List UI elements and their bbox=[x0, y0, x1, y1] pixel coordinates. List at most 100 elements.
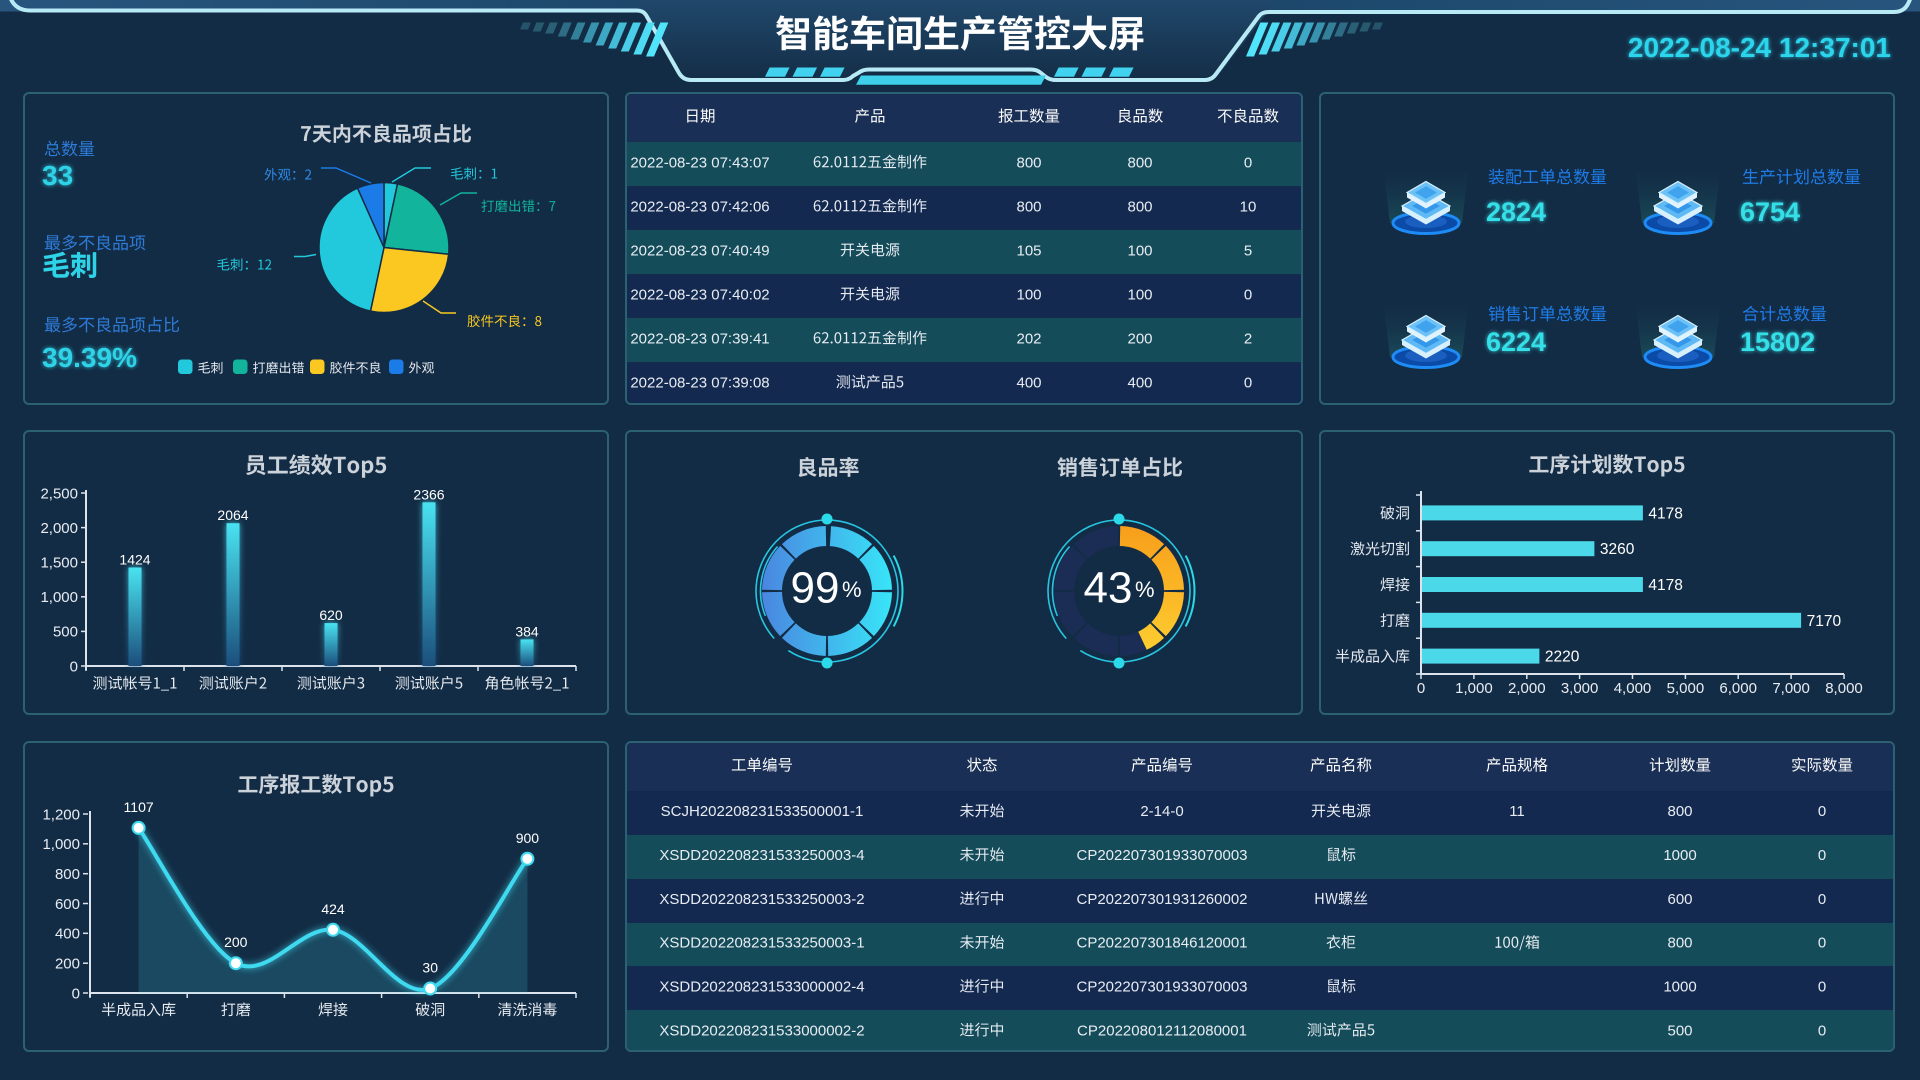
svg-text:384: 384 bbox=[515, 623, 539, 639]
svg-text:0: 0 bbox=[1818, 935, 1826, 952]
svg-text:100: 100 bbox=[1016, 286, 1041, 303]
svg-text:800: 800 bbox=[1667, 935, 1692, 952]
svg-text:1107: 1107 bbox=[124, 799, 154, 815]
svg-text:XSDD202208231533250003-2: XSDD202208231533250003-2 bbox=[659, 891, 864, 908]
svg-text:7,000: 7,000 bbox=[1772, 680, 1810, 697]
svg-text:2,000: 2,000 bbox=[1508, 680, 1546, 697]
svg-text:2: 2 bbox=[1244, 330, 1252, 347]
svg-text:0: 0 bbox=[1244, 286, 1252, 303]
svg-text:2064: 2064 bbox=[217, 507, 248, 523]
svg-text:2022-08-23 07:40:49: 2022-08-23 07:40:49 bbox=[630, 242, 769, 259]
svg-text:2220: 2220 bbox=[1545, 649, 1580, 666]
svg-text:1000: 1000 bbox=[1663, 979, 1696, 996]
svg-text:XSDD202208231533000002-4: XSDD202208231533000002-4 bbox=[659, 979, 864, 996]
svg-text:99: 99 bbox=[791, 564, 840, 613]
svg-text:SCJH202208231533500001-1: SCJH202208231533500001-1 bbox=[661, 803, 864, 820]
svg-text:800: 800 bbox=[1016, 154, 1041, 171]
svg-text:10: 10 bbox=[1240, 198, 1257, 215]
svg-text:2022-08-24 12:37:01: 2022-08-24 12:37:01 bbox=[1628, 32, 1891, 63]
svg-text:0: 0 bbox=[72, 985, 80, 1002]
svg-text:100: 100 bbox=[1127, 286, 1152, 303]
svg-text:0: 0 bbox=[70, 658, 78, 675]
svg-text:CP202207301931260002: CP202207301931260002 bbox=[1077, 891, 1248, 908]
svg-text:400: 400 bbox=[1127, 374, 1152, 391]
svg-text:6754: 6754 bbox=[1740, 197, 1800, 227]
svg-text:800: 800 bbox=[1127, 198, 1152, 215]
svg-text:CP202207301846120001: CP202207301846120001 bbox=[1077, 935, 1248, 952]
svg-text:39.39%: 39.39% bbox=[42, 342, 137, 373]
svg-text:2366: 2366 bbox=[413, 486, 444, 502]
svg-text:200: 200 bbox=[224, 934, 248, 950]
svg-text:%: % bbox=[842, 577, 862, 602]
svg-text:2824: 2824 bbox=[1486, 197, 1546, 227]
svg-text:CP202207301933070003: CP202207301933070003 bbox=[1077, 847, 1248, 864]
svg-text:0: 0 bbox=[1818, 891, 1826, 908]
svg-text:43: 43 bbox=[1084, 564, 1133, 613]
svg-text:CP202208012112080001: CP202208012112080001 bbox=[1077, 1022, 1247, 1039]
svg-text:2-14-0: 2-14-0 bbox=[1140, 803, 1183, 820]
svg-text:2022-08-23 07:39:08: 2022-08-23 07:39:08 bbox=[630, 374, 769, 391]
svg-text:11: 11 bbox=[1509, 803, 1525, 820]
svg-text:6224: 6224 bbox=[1486, 327, 1546, 357]
svg-text:0: 0 bbox=[1818, 803, 1826, 820]
svg-text:33: 33 bbox=[42, 160, 73, 191]
svg-text:105: 105 bbox=[1016, 242, 1041, 259]
svg-text:800: 800 bbox=[1016, 198, 1041, 215]
svg-text:15802: 15802 bbox=[1740, 327, 1815, 357]
svg-text:0: 0 bbox=[1818, 847, 1826, 864]
svg-text:%: % bbox=[1135, 577, 1155, 602]
svg-text:2,000: 2,000 bbox=[40, 520, 78, 537]
svg-text:2022-08-23 07:42:06: 2022-08-23 07:42:06 bbox=[630, 198, 769, 215]
svg-text:200: 200 bbox=[55, 956, 80, 973]
svg-text:1,200: 1,200 bbox=[42, 806, 80, 823]
svg-text:620: 620 bbox=[319, 607, 343, 623]
svg-text:4,000: 4,000 bbox=[1614, 680, 1652, 697]
svg-text:1000: 1000 bbox=[1663, 847, 1696, 864]
svg-text:1,000: 1,000 bbox=[40, 589, 78, 606]
svg-text:800: 800 bbox=[1127, 154, 1152, 171]
svg-text:0: 0 bbox=[1244, 154, 1252, 171]
svg-text:900: 900 bbox=[516, 830, 540, 846]
svg-text:2824: 2824 bbox=[1486, 197, 1546, 227]
svg-text:15802: 15802 bbox=[1740, 327, 1815, 357]
svg-text:800: 800 bbox=[1667, 803, 1692, 820]
svg-text:4178: 4178 bbox=[1648, 577, 1682, 594]
svg-text:400: 400 bbox=[55, 926, 80, 943]
svg-text:6754: 6754 bbox=[1740, 197, 1800, 227]
svg-text:30: 30 bbox=[422, 960, 438, 976]
svg-text:7170: 7170 bbox=[1807, 613, 1842, 630]
svg-text:2022-08-23 07:40:02: 2022-08-23 07:40:02 bbox=[630, 286, 769, 303]
svg-text:600: 600 bbox=[1667, 891, 1692, 908]
svg-text:4178: 4178 bbox=[1648, 505, 1682, 522]
svg-text:400: 400 bbox=[1016, 374, 1041, 391]
svg-text:2022-08-24 12:37:01: 2022-08-24 12:37:01 bbox=[1628, 32, 1891, 63]
svg-text:0: 0 bbox=[1244, 374, 1252, 391]
svg-text:1,000: 1,000 bbox=[42, 836, 80, 853]
svg-text:5,000: 5,000 bbox=[1667, 680, 1705, 697]
svg-text:600: 600 bbox=[55, 896, 80, 913]
svg-text:3,000: 3,000 bbox=[1561, 680, 1599, 697]
svg-text:6224: 6224 bbox=[1486, 327, 1546, 357]
svg-text:0: 0 bbox=[1417, 680, 1425, 697]
svg-text:8,000: 8,000 bbox=[1825, 680, 1863, 697]
svg-text:2022-08-23 07:43:07: 2022-08-23 07:43:07 bbox=[630, 154, 769, 171]
svg-text:XSDD202208231533250003-1: XSDD202208231533250003-1 bbox=[659, 935, 864, 952]
svg-text:202: 202 bbox=[1016, 330, 1041, 347]
svg-text:0: 0 bbox=[1818, 1022, 1826, 1039]
svg-text:CP202207301933070003: CP202207301933070003 bbox=[1077, 979, 1248, 996]
svg-text:5: 5 bbox=[1244, 242, 1252, 259]
svg-text:800: 800 bbox=[55, 866, 80, 883]
svg-text:XSDD202208231533250003-4: XSDD202208231533250003-4 bbox=[659, 847, 864, 864]
svg-text:1,500: 1,500 bbox=[40, 555, 78, 572]
svg-text:500: 500 bbox=[1667, 1022, 1692, 1039]
svg-text:200: 200 bbox=[1127, 330, 1152, 347]
svg-text:1,000: 1,000 bbox=[1455, 680, 1493, 697]
svg-text:3260: 3260 bbox=[1600, 541, 1635, 558]
svg-text:0: 0 bbox=[1818, 979, 1826, 996]
svg-text:100: 100 bbox=[1127, 242, 1152, 259]
svg-text:424: 424 bbox=[321, 901, 345, 917]
svg-text:1424: 1424 bbox=[119, 552, 150, 568]
svg-text:39.39%: 39.39% bbox=[42, 342, 137, 373]
svg-text:6,000: 6,000 bbox=[1719, 680, 1757, 697]
svg-text:XSDD202208231533000002-2: XSDD202208231533000002-2 bbox=[659, 1022, 864, 1039]
